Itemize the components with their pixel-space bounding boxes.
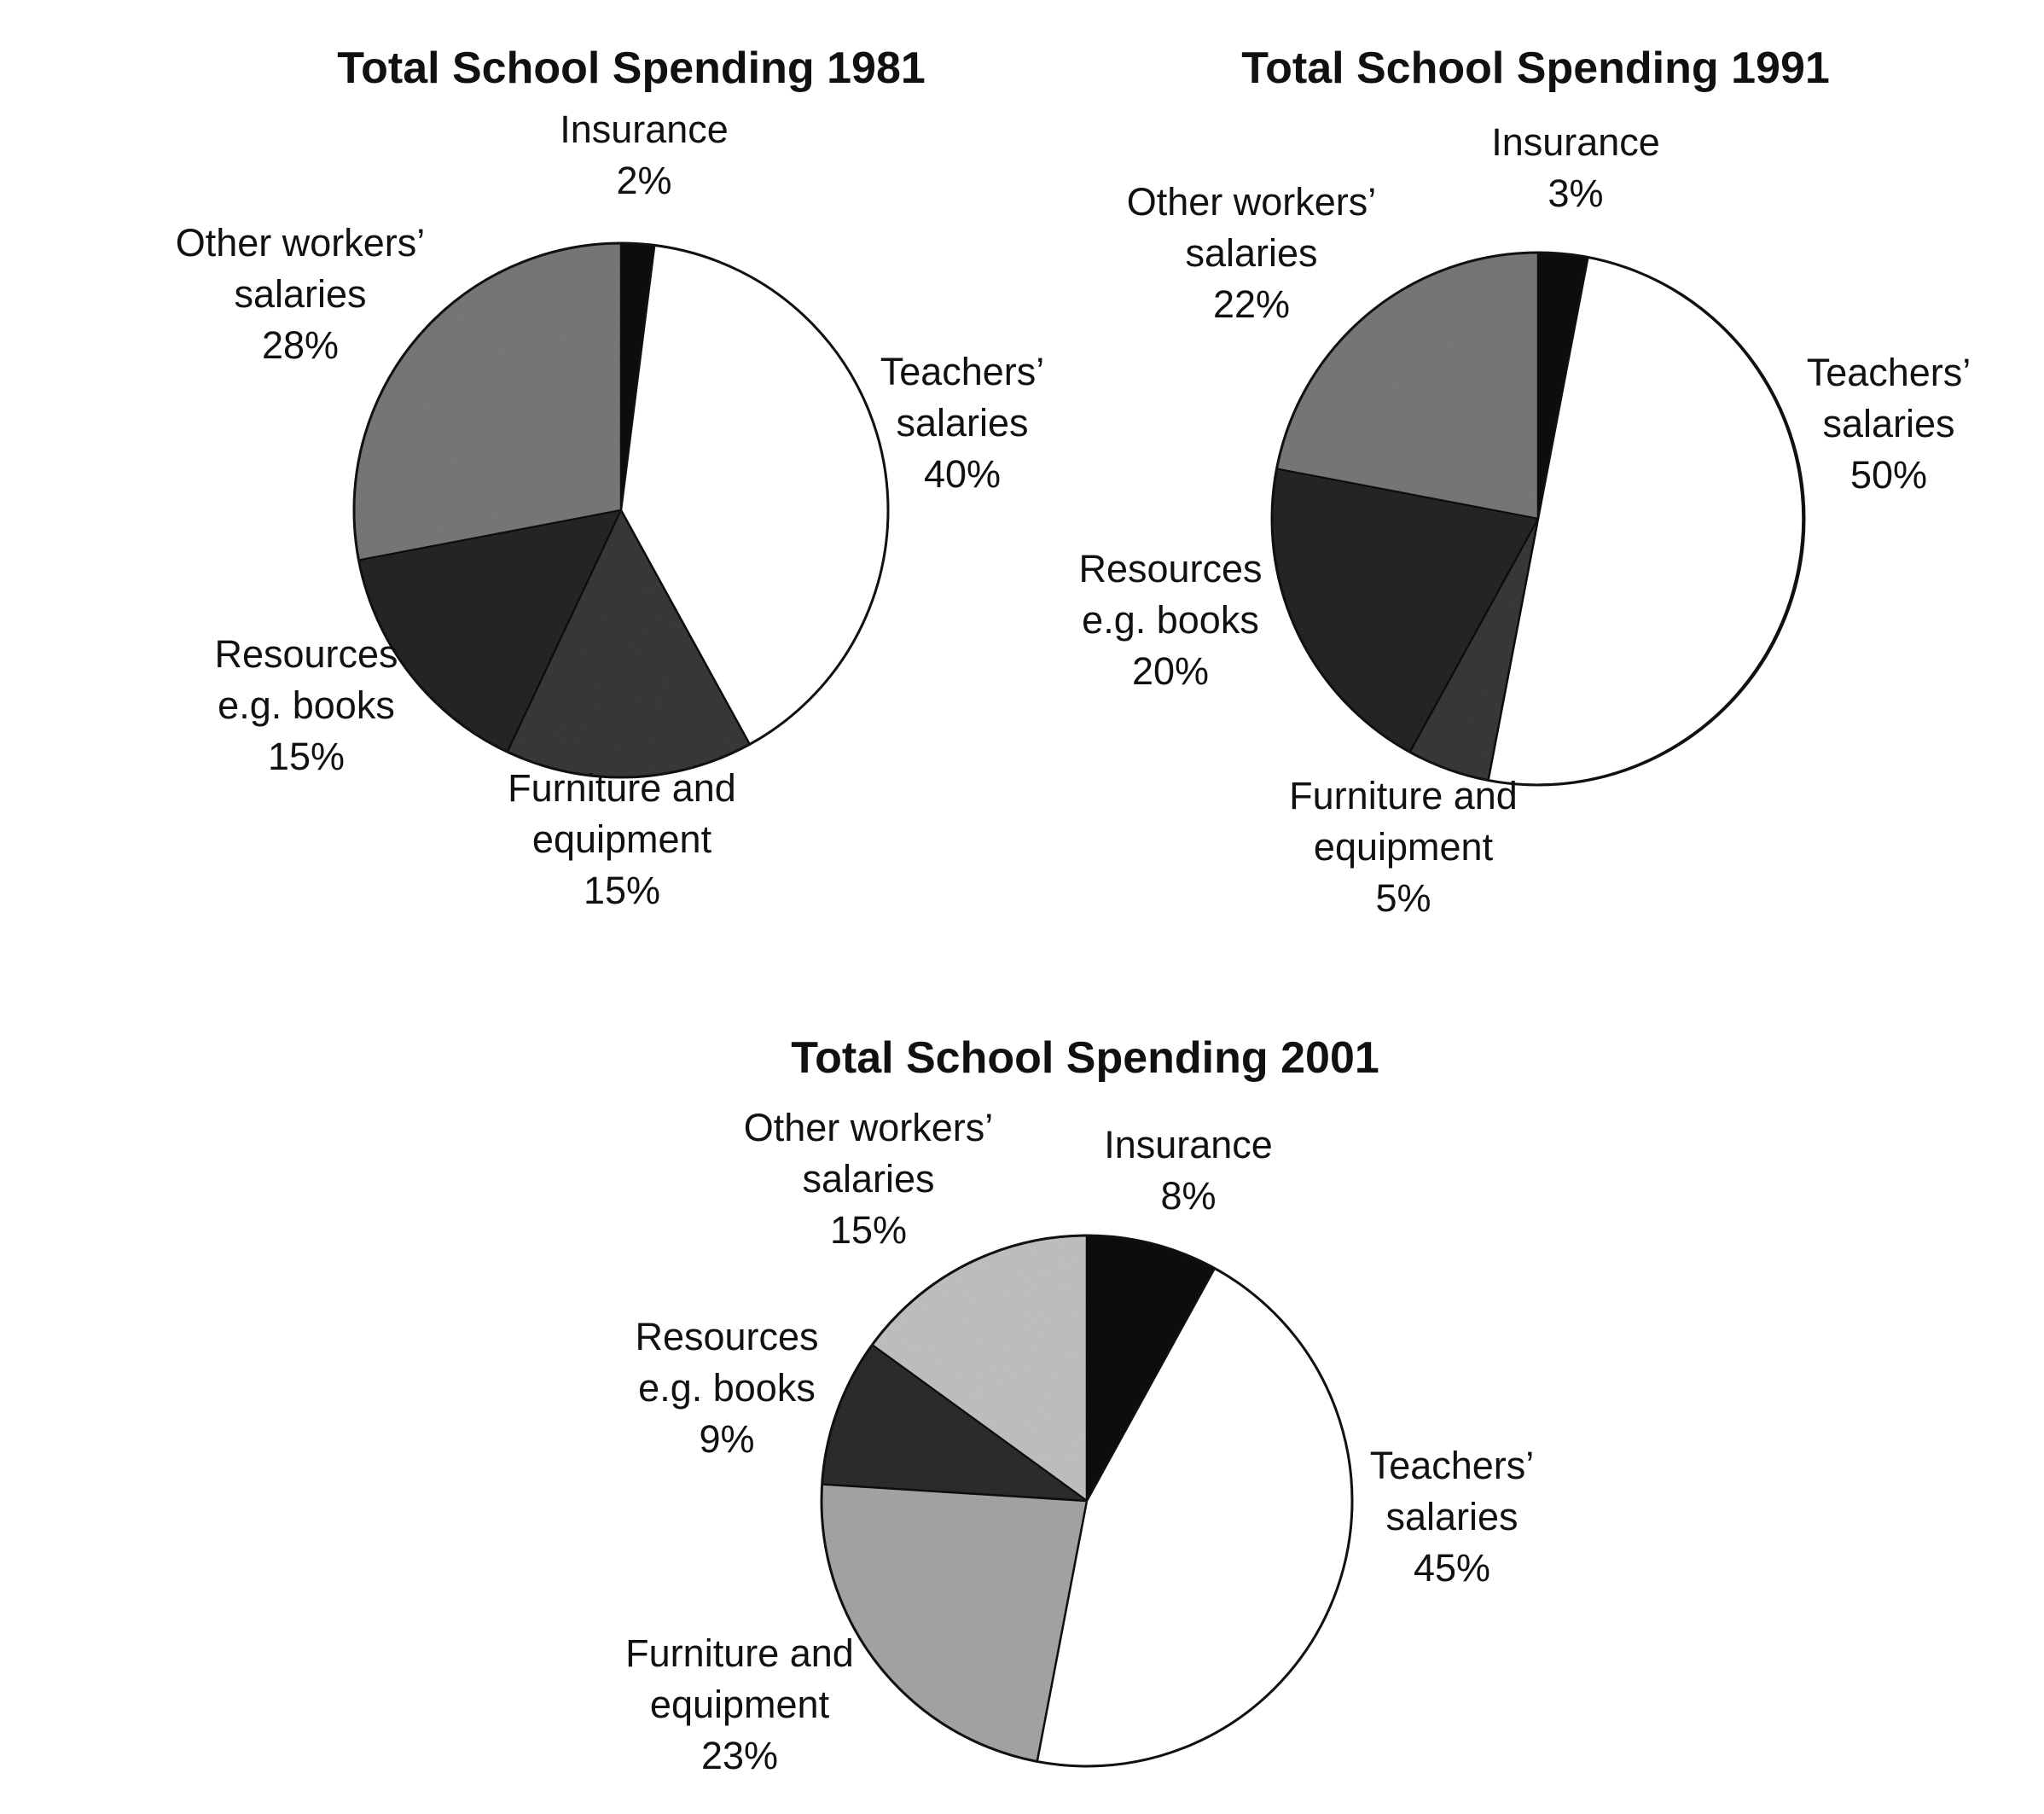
slice-label-line: 45% bbox=[1414, 1546, 1490, 1590]
slice-label-furniture-and-equipment: Furniture and equipment 15% bbox=[508, 766, 736, 912]
slice-label-line: e.g. books bbox=[638, 1366, 816, 1410]
slice-label-teachers-salaries: Teachers’ salaries 40% bbox=[880, 350, 1045, 496]
pie-outline bbox=[1270, 251, 1806, 787]
slice-label-line: salaries bbox=[896, 401, 1028, 445]
slice-label-insurance: Insurance 8% bbox=[1104, 1123, 1273, 1218]
slice-label-line: e.g. books bbox=[1082, 598, 1259, 642]
slice-label-line: Insurance bbox=[1104, 1123, 1273, 1166]
pie-1991 bbox=[1270, 251, 1806, 787]
labels-2001: Insurance 8% Teachers’ salaries 45% Furniture… bbox=[625, 1106, 1534, 1777]
slice-label-line: 9% bbox=[699, 1417, 754, 1461]
chart-title-2001: Total School Spending 2001 bbox=[791, 1033, 1379, 1083]
chart-2001: Total School Spending 2001 Insurance 8% Te… bbox=[625, 1033, 1534, 1777]
slice-label-teachers-salaries: Teachers’ salaries 50% bbox=[1807, 351, 1971, 497]
slice-label-line: Insurance bbox=[560, 108, 729, 151]
slice-label-line: salaries bbox=[1385, 1495, 1518, 1538]
slice-label-line: salaries bbox=[802, 1157, 934, 1201]
slice-label-line: e.g. books bbox=[218, 683, 395, 727]
slice-label-line: salaries bbox=[1822, 402, 1954, 445]
chart-title-1991: Total School Spending 1991 bbox=[1241, 44, 1830, 93]
slice-label-line: Teachers’ bbox=[1807, 351, 1971, 394]
slice-label-line: 23% bbox=[701, 1734, 778, 1777]
slice-label-line: Resources bbox=[635, 1315, 818, 1358]
pie-slice-other-workers-salaries bbox=[352, 241, 623, 562]
slice-label-line: Furniture and bbox=[625, 1631, 854, 1675]
slice-label-line: equipment bbox=[532, 817, 712, 861]
chart-title-1981: Total School Spending 1981 bbox=[337, 44, 926, 93]
slice-label-line: 20% bbox=[1132, 649, 1209, 693]
slice-label-line: Furniture and bbox=[508, 766, 736, 810]
slice-label-line: 3% bbox=[1548, 172, 1603, 215]
labels-1981: Insurance 2% Teachers’ salaries 40% Furniture… bbox=[176, 108, 1045, 912]
slice-label-line: 15% bbox=[268, 735, 345, 778]
pie-outline bbox=[352, 241, 890, 779]
labels-1991: Insurance 3% Teachers’ salaries 50% Furniture… bbox=[1078, 120, 1971, 920]
slice-label-other-workers-salaries: Other workers’ salaries 28% bbox=[176, 221, 426, 367]
slice-label-line: Furniture and bbox=[1289, 774, 1518, 817]
slice-label-line: 50% bbox=[1850, 453, 1927, 497]
slice-label-line: 22% bbox=[1213, 282, 1290, 326]
slice-label-other-workers-salaries: Other workers’ salaries 15% bbox=[744, 1106, 994, 1252]
slice-label-line: 2% bbox=[616, 159, 671, 202]
slice-label-insurance: Insurance 2% bbox=[560, 108, 729, 202]
slice-label-resources-e-g-books: Resources e.g. books 9% bbox=[635, 1315, 818, 1461]
pie-2001 bbox=[820, 1234, 1354, 1768]
slice-label-line: Teachers’ bbox=[880, 350, 1045, 393]
pie-outline bbox=[820, 1234, 1354, 1768]
pie-1981 bbox=[352, 241, 890, 779]
slice-label-line: 8% bbox=[1160, 1174, 1216, 1218]
slice-label-line: 15% bbox=[830, 1208, 907, 1252]
slice-label-insurance: Insurance 3% bbox=[1491, 120, 1660, 215]
slice-label-line: equipment bbox=[1314, 825, 1494, 869]
slice-label-line: salaries bbox=[1185, 231, 1317, 275]
chart-1991: Total School Spending 1991 Insurance 3% Te… bbox=[1078, 44, 1971, 920]
chart-1981: Total School Spending 1981 Insurance 2% Te… bbox=[176, 44, 1045, 912]
slice-label-other-workers-salaries: Other workers’ salaries 22% bbox=[1127, 180, 1377, 326]
slice-label-line: Teachers’ bbox=[1370, 1444, 1535, 1487]
slice-label-line: 40% bbox=[924, 452, 1001, 496]
slice-label-line: Other workers’ bbox=[176, 221, 426, 265]
slice-label-line: Resources bbox=[214, 632, 398, 676]
slice-label-line: 15% bbox=[584, 869, 660, 912]
slice-label-line: salaries bbox=[234, 272, 366, 316]
slice-label-teachers-salaries: Teachers’ salaries 45% bbox=[1370, 1444, 1535, 1590]
slice-label-line: Insurance bbox=[1491, 120, 1660, 164]
slice-label-resources-e-g-books: Resources e.g. books 20% bbox=[1078, 547, 1262, 693]
slice-label-furniture-and-equipment: Furniture and equipment 23% bbox=[625, 1631, 854, 1777]
slice-label-line: equipment bbox=[650, 1683, 830, 1726]
slice-label-resources-e-g-books: Resources e.g. books 15% bbox=[214, 632, 398, 778]
slice-label-line: Resources bbox=[1078, 547, 1262, 590]
slice-label-line: Other workers’ bbox=[744, 1106, 994, 1149]
slice-label-line: Other workers’ bbox=[1127, 180, 1377, 224]
slice-label-line: 5% bbox=[1375, 876, 1431, 920]
slice-label-furniture-and-equipment: Furniture and equipment 5% bbox=[1289, 774, 1518, 920]
slice-label-line: 28% bbox=[262, 323, 339, 367]
